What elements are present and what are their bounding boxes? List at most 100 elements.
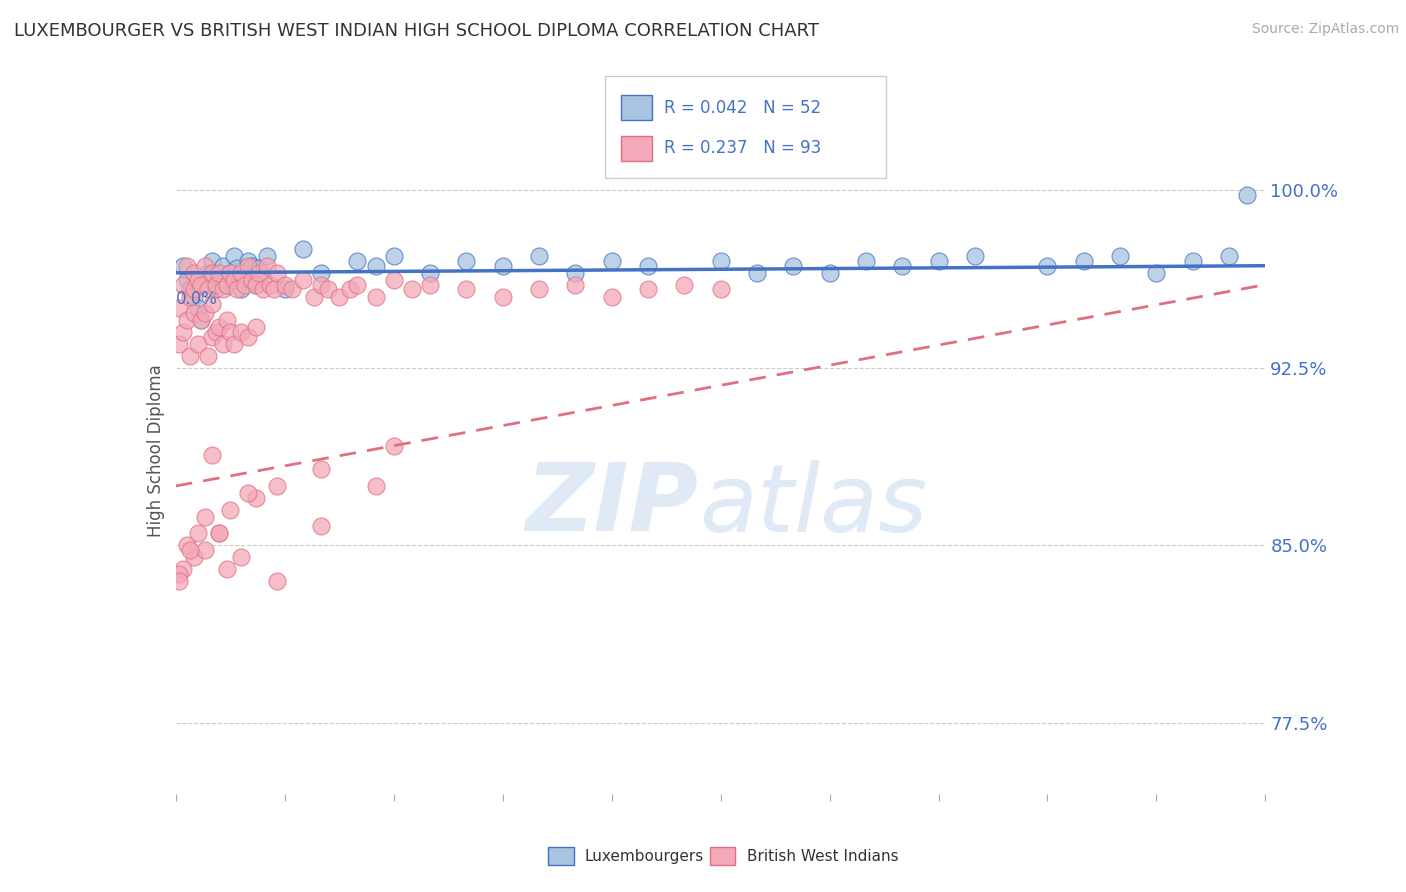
Point <box>492 289 515 303</box>
Point <box>219 502 242 516</box>
Point <box>201 296 224 310</box>
Point <box>346 254 368 268</box>
Point <box>231 325 253 339</box>
Point <box>245 320 267 334</box>
Point <box>222 273 245 287</box>
Point <box>194 277 217 292</box>
Point <box>208 270 231 285</box>
Point <box>219 266 242 280</box>
Point <box>208 266 231 280</box>
Text: Source: ZipAtlas.com: Source: ZipAtlas.com <box>1251 22 1399 37</box>
Point <box>190 313 212 327</box>
Point <box>204 325 226 339</box>
Point <box>238 330 260 344</box>
Point <box>226 261 249 276</box>
Point <box>208 526 231 541</box>
Point <box>201 266 224 280</box>
Point <box>456 254 478 268</box>
Point <box>169 337 191 351</box>
Point <box>194 306 217 320</box>
Point <box>1181 254 1204 268</box>
Point <box>176 259 198 273</box>
Point <box>419 266 441 280</box>
Point <box>818 266 841 280</box>
Point <box>346 277 368 292</box>
Point <box>222 337 245 351</box>
Point <box>364 289 387 303</box>
Point <box>339 282 361 296</box>
Point <box>309 462 332 476</box>
Point <box>233 270 256 285</box>
Point <box>219 266 242 280</box>
Point <box>281 282 304 296</box>
Point <box>179 289 201 303</box>
Point <box>291 273 314 287</box>
Point <box>233 277 256 292</box>
Point <box>1036 259 1059 273</box>
Point <box>1236 187 1258 202</box>
Point <box>928 254 950 268</box>
Point <box>172 277 194 292</box>
Point <box>382 249 405 263</box>
Point <box>266 479 288 493</box>
Point <box>208 526 231 541</box>
Point <box>183 289 205 303</box>
Point <box>245 277 267 292</box>
Point <box>1073 254 1095 268</box>
Text: atlas: atlas <box>699 460 927 551</box>
Point <box>169 566 191 581</box>
Point <box>745 266 768 280</box>
Point <box>197 349 219 363</box>
Point <box>302 289 325 303</box>
Point <box>256 249 278 263</box>
Point <box>637 282 659 296</box>
Point <box>274 282 297 296</box>
Point <box>194 543 217 558</box>
Point <box>245 491 267 505</box>
Point <box>364 259 387 273</box>
Point <box>309 277 332 292</box>
Point <box>256 259 278 273</box>
Point <box>266 266 288 280</box>
Point <box>212 259 235 273</box>
Point <box>186 301 209 316</box>
Point <box>183 266 205 280</box>
Point <box>419 277 441 292</box>
Point <box>212 282 235 296</box>
Point <box>564 277 586 292</box>
Point <box>1146 266 1168 280</box>
Point <box>673 277 696 292</box>
Point <box>219 325 242 339</box>
Point <box>291 242 314 256</box>
Point <box>215 313 238 327</box>
Text: ZIP: ZIP <box>526 459 699 551</box>
Point <box>382 273 405 287</box>
Point <box>456 282 478 296</box>
Point <box>382 439 405 453</box>
Point <box>197 266 219 280</box>
Point <box>194 509 217 524</box>
Point <box>176 538 198 552</box>
Point <box>179 543 201 558</box>
Point <box>963 249 986 263</box>
Point <box>208 320 231 334</box>
Point <box>600 254 623 268</box>
Point <box>309 519 332 533</box>
Text: LUXEMBOURGER VS BRITISH WEST INDIAN HIGH SCHOOL DIPLOMA CORRELATION CHART: LUXEMBOURGER VS BRITISH WEST INDIAN HIGH… <box>14 22 820 40</box>
Point <box>186 273 209 287</box>
Text: R = 0.237   N = 93: R = 0.237 N = 93 <box>664 139 821 157</box>
Point <box>183 549 205 564</box>
Point <box>328 289 350 303</box>
Point <box>891 259 914 273</box>
Point <box>527 249 550 263</box>
Point <box>252 270 274 285</box>
Point <box>169 574 191 588</box>
Point <box>710 282 733 296</box>
Point <box>201 330 224 344</box>
Point <box>564 266 586 280</box>
Point <box>215 562 238 576</box>
Point <box>172 325 194 339</box>
Point <box>204 277 226 292</box>
Point <box>1109 249 1132 263</box>
Point <box>183 282 205 296</box>
